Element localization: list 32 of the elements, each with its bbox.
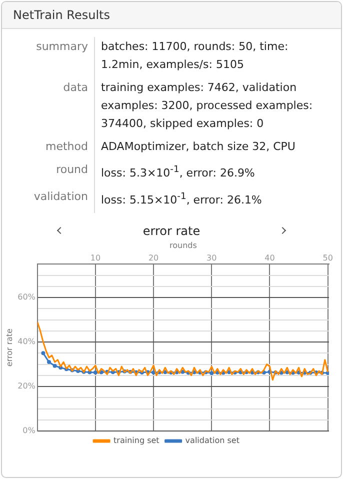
point xyxy=(52,364,57,368)
text: method xyxy=(44,139,89,155)
legend-label: validation set xyxy=(185,436,240,446)
x-tick-label: 10 xyxy=(90,254,101,263)
legend-label: training set xyxy=(114,436,160,446)
text: ADAMoptimizer, batch size 32, CPU xyxy=(94,137,323,160)
point xyxy=(47,360,51,364)
point xyxy=(152,370,156,375)
point xyxy=(41,351,46,356)
point xyxy=(210,371,214,376)
x-tick-label: 40 xyxy=(264,254,275,263)
point xyxy=(326,371,329,376)
y-tick-label: 40% xyxy=(18,337,36,346)
y-tick-label: 20% xyxy=(18,382,36,391)
text: training examples: 7462, validation examples: 3200, processed examples: 374400, skipped examples: 0 xyxy=(94,78,323,137)
text: summary xyxy=(35,39,89,55)
text: batches: 11700, rounds: 50, time: 1.2min, examples/s: 5105 xyxy=(94,37,323,78)
text: data xyxy=(62,80,89,96)
text: round xyxy=(55,162,89,178)
x-tick-label: 20 xyxy=(148,254,159,263)
x-axis-title: rounds xyxy=(169,241,197,250)
y-tick-label: 0% xyxy=(22,426,36,436)
text: NetTrain Results xyxy=(2,2,341,29)
x-tick-label: 50 xyxy=(322,254,333,263)
text: loss: 5.15×10$^{-1}$, error: 26.1% xyxy=(94,186,323,214)
text: validation xyxy=(32,188,89,205)
text: loss: 5.3×10$^{-1}$, error: 26.9% xyxy=(94,160,323,187)
x-tick-label: 30 xyxy=(206,254,217,263)
y-tick-label: 60% xyxy=(18,292,36,302)
y-axis-title: error rate xyxy=(4,328,14,367)
point xyxy=(93,370,98,375)
chart-title: error rate xyxy=(142,224,200,238)
